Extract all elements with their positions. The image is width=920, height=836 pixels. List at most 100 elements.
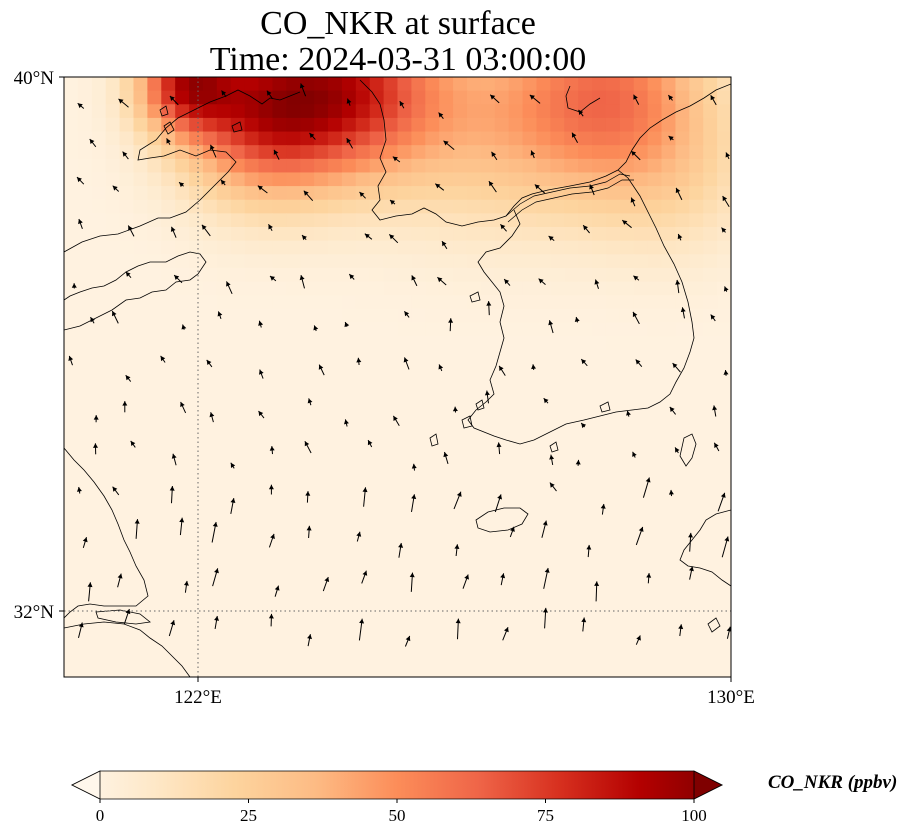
heat-cell [91, 199, 107, 214]
heat-cell [689, 308, 704, 324]
heat-cell [300, 213, 315, 228]
heat-cell [605, 595, 621, 610]
heat-cell [619, 254, 635, 269]
heat-cell [578, 90, 593, 105]
heat-cell [314, 117, 329, 133]
heat-cell [661, 308, 677, 324]
heat-cell [439, 417, 454, 433]
heat-cell [189, 254, 204, 269]
heat-cell [439, 404, 454, 419]
heat-cell [703, 172, 718, 187]
heat-cell [647, 213, 663, 228]
heat-cell [286, 240, 301, 255]
heat-cell [439, 554, 454, 569]
heat-cell [355, 295, 371, 310]
heat-cell [133, 417, 148, 433]
wind-arrow [318, 364, 325, 376]
heat-cell [230, 608, 246, 624]
heat-cell [119, 77, 135, 92]
heat-cell [341, 513, 357, 528]
heat-cell [564, 622, 579, 637]
heat-cell [453, 622, 468, 637]
heat-cell [453, 213, 468, 228]
heat-cell [147, 267, 162, 283]
heat-cell [300, 499, 315, 514]
heat-cell [105, 431, 121, 446]
heat-cell [661, 499, 677, 514]
heat-cell [286, 254, 301, 269]
heat-cell [494, 77, 510, 92]
heat-cell [619, 636, 635, 651]
heat-cell [689, 377, 704, 392]
heat-cell [244, 77, 260, 92]
heat-cell [717, 377, 731, 392]
heat-cell [258, 363, 274, 378]
heat-cell [633, 663, 649, 677]
heat-cell [216, 158, 232, 174]
heat-cell [202, 540, 218, 555]
heat-cell [91, 663, 107, 677]
heat-cell [397, 472, 412, 487]
colorbar-tick-25: 25 [240, 806, 257, 825]
heat-cell [272, 636, 287, 651]
heat-cell [619, 663, 635, 677]
heat-cell [286, 267, 301, 283]
heat-cell [119, 567, 135, 583]
heat-cell [550, 172, 565, 187]
heat-cell [647, 595, 663, 610]
heat-cell [244, 90, 260, 105]
heat-cell [661, 349, 677, 364]
heat-cell [105, 336, 121, 351]
heat-cell [578, 186, 593, 201]
wind-arrow [346, 137, 354, 149]
heat-cell [355, 199, 371, 214]
heat-cell [439, 431, 454, 446]
heat-cell [480, 567, 496, 583]
heat-cell [216, 554, 232, 569]
colorbar-tick-100: 100 [681, 806, 707, 825]
wind-arrow [168, 620, 176, 637]
heat-cell [578, 595, 593, 610]
heat-cell [397, 322, 412, 337]
heat-cell [383, 622, 399, 637]
heat-cell [216, 417, 232, 433]
heat-cell [647, 77, 663, 92]
heat-cell [633, 527, 649, 542]
wind-arrow [258, 320, 264, 328]
heat-cell [147, 90, 162, 105]
heat-cell [647, 322, 663, 337]
heat-cell [258, 117, 274, 133]
heat-cell [133, 458, 148, 474]
heat-cell [161, 363, 176, 378]
heat-cell [216, 77, 232, 92]
heat-cell [383, 267, 399, 283]
heat-cell [369, 295, 385, 310]
heat-cell [522, 267, 538, 283]
heat-cell [522, 117, 538, 133]
heat-cell [175, 404, 190, 419]
wind-arrow [403, 357, 410, 370]
heat-cell [703, 540, 718, 555]
heat-cell [91, 636, 107, 651]
heat-cell [703, 322, 718, 337]
heat-cell [675, 117, 690, 133]
heat-cell [647, 513, 663, 528]
wind-arrow [214, 615, 219, 629]
heat-cell [397, 445, 412, 460]
heat-cell [522, 663, 538, 677]
heat-cell [466, 145, 482, 160]
heat-cell [175, 595, 190, 610]
heat-cell [272, 295, 287, 310]
heat-cell [272, 267, 287, 283]
heat-cell [411, 158, 426, 174]
heat-cell [202, 608, 218, 624]
heat-cell [536, 77, 551, 92]
heat-cell [300, 240, 315, 255]
heat-cell [703, 158, 718, 174]
heat-cell [564, 172, 579, 187]
heat-cell [175, 186, 190, 201]
wind-arrow [633, 94, 640, 105]
heat-cell [522, 77, 538, 92]
heat-cell [175, 377, 190, 392]
heat-cell [91, 390, 107, 405]
